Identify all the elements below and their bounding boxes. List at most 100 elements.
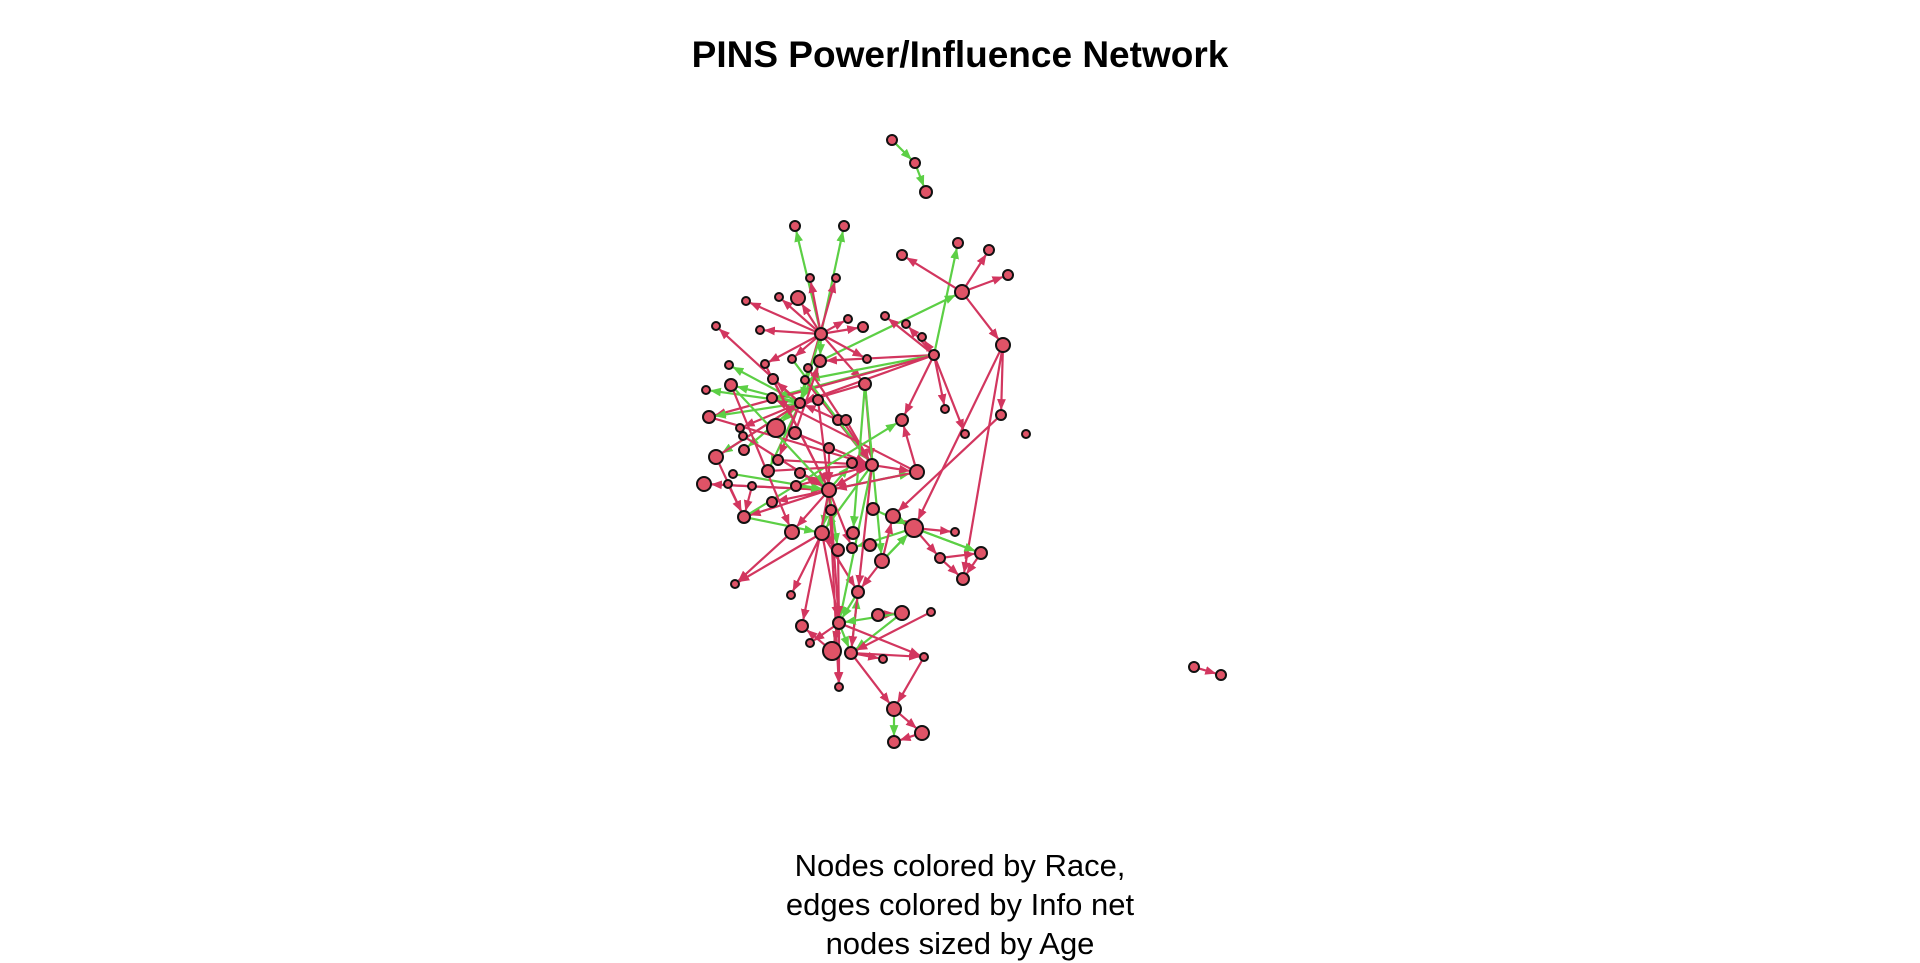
network-node [844, 646, 858, 660]
network-edge [794, 337, 818, 357]
network-edge [882, 522, 894, 555]
network-edge [844, 624, 921, 657]
network-node [814, 327, 828, 341]
network-edge [848, 597, 859, 648]
network-node [784, 524, 800, 540]
caption-line-2: edges colored by Info net [785, 887, 1135, 922]
network-node [866, 502, 880, 516]
network-node [805, 638, 815, 648]
network-edge [841, 596, 856, 618]
network-node [909, 157, 921, 169]
network-edge [732, 390, 790, 526]
network-node [865, 458, 879, 472]
network-node [702, 410, 716, 424]
network-edge [830, 514, 843, 618]
network-node [863, 538, 877, 552]
network-node [766, 496, 778, 508]
network-node [735, 423, 745, 433]
network-edge [749, 517, 816, 534]
network-edge [826, 325, 859, 335]
network-edge [806, 629, 826, 647]
network-edge [965, 296, 999, 340]
network-node [874, 553, 890, 569]
network-node [952, 237, 964, 249]
network-node [914, 725, 930, 741]
network-node [983, 244, 995, 256]
network-node [974, 546, 988, 560]
network-node [995, 409, 1007, 421]
network-edge [732, 366, 797, 402]
network-node [885, 508, 901, 524]
network-edge [923, 340, 934, 352]
network-node [724, 378, 738, 392]
network-edge [964, 254, 987, 287]
network-node [928, 349, 940, 361]
network-node [790, 290, 806, 306]
network-node [723, 479, 733, 489]
network-edge [721, 405, 796, 455]
network-edge [824, 337, 862, 380]
network-edge [835, 472, 911, 491]
network-node [886, 134, 898, 146]
plot-caption: Nodes colored by Race, edges colored by … [0, 846, 1920, 963]
network-edge [902, 425, 917, 466]
network-node [846, 457, 858, 469]
network-node [741, 296, 751, 306]
network-node [821, 482, 837, 498]
network-edge [776, 399, 912, 470]
network-node [823, 442, 835, 454]
network-node [960, 429, 970, 439]
network-node [832, 616, 846, 630]
network-node [794, 467, 806, 479]
network-node [766, 392, 778, 404]
network-edge [898, 712, 917, 729]
network-node [834, 682, 844, 692]
network-edge [840, 628, 850, 648]
network-node [831, 273, 841, 283]
network-node [822, 641, 842, 661]
network-edge [781, 299, 818, 331]
network-node [747, 481, 757, 491]
network-edge [825, 354, 930, 365]
network-edge [825, 320, 845, 333]
network-node [755, 325, 765, 335]
network-edge [853, 657, 890, 704]
network-node [862, 354, 872, 364]
network-node [711, 321, 721, 331]
network-node [940, 404, 950, 414]
network-edge [808, 281, 821, 329]
network-edge [915, 167, 925, 187]
network-node [843, 314, 853, 324]
network-edge [801, 496, 829, 621]
network-node [803, 363, 813, 373]
network-node [1215, 669, 1227, 681]
network-edge [922, 526, 952, 535]
network-node [950, 527, 960, 537]
network-edge [897, 417, 999, 512]
network-edge [877, 464, 911, 474]
network-node [760, 359, 770, 369]
edge-layer [709, 142, 1217, 741]
network-node [701, 385, 711, 395]
network-edge [886, 534, 908, 557]
network-node [1002, 269, 1014, 281]
network-node [1021, 429, 1031, 439]
network-node [851, 585, 865, 599]
network-node [838, 220, 850, 232]
network-node [738, 431, 748, 441]
network-node [880, 311, 890, 321]
network-node [795, 619, 809, 633]
network-node [766, 418, 786, 438]
network-node [800, 375, 810, 385]
network-edge [749, 301, 816, 333]
network-node [909, 464, 925, 480]
network-edge [776, 382, 798, 401]
network-node [772, 454, 784, 466]
network-edge [743, 489, 753, 512]
network-node [887, 735, 901, 749]
network-edge [917, 350, 1001, 520]
network-node [919, 185, 933, 199]
network-edge [997, 351, 1006, 411]
network-node [896, 249, 908, 261]
